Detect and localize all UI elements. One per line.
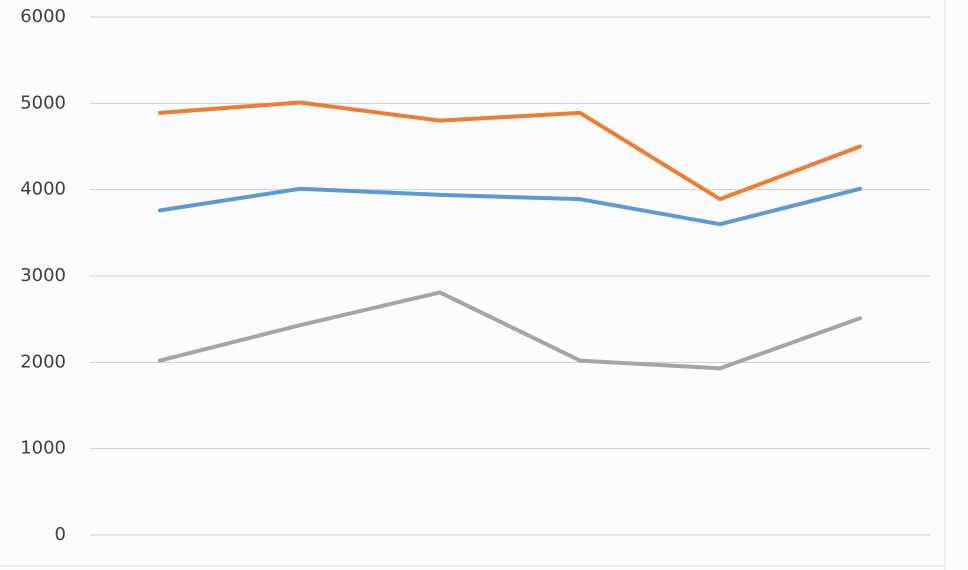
y-tick-label: 6000: [20, 6, 66, 27]
y-tick-label: 0: [55, 524, 66, 545]
y-tick-label: 3000: [20, 265, 66, 286]
series-line: [158, 100, 862, 202]
y-tick-label: 5000: [20, 92, 66, 113]
y-tick-label: 1000: [20, 438, 66, 459]
series-line: [158, 290, 862, 371]
y-tick-label: 4000: [20, 179, 66, 200]
y-tick-label: 2000: [20, 351, 66, 372]
series-line: [158, 186, 862, 227]
